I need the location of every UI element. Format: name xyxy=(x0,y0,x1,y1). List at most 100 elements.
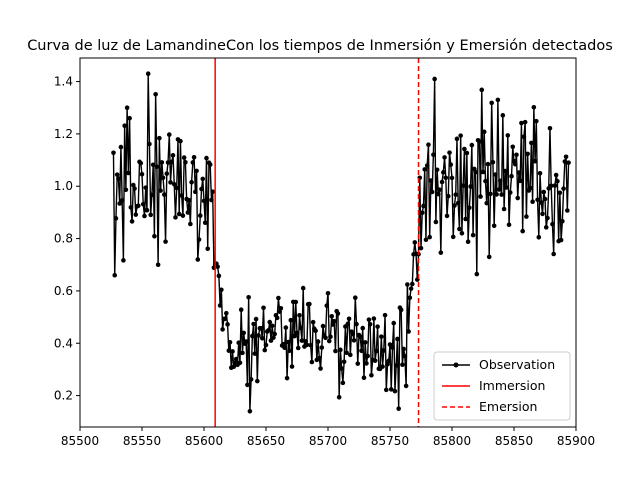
observation-point xyxy=(299,338,305,343)
observation-point xyxy=(328,334,333,340)
observation-point xyxy=(245,382,250,388)
observation-point xyxy=(338,347,343,353)
observation-point xyxy=(248,377,254,382)
observation-point xyxy=(237,360,243,366)
observation-point xyxy=(230,349,235,354)
x-tick-label: 85800 xyxy=(433,434,471,448)
observation-point xyxy=(207,162,213,167)
observation-point xyxy=(169,159,175,165)
observation-point xyxy=(219,287,224,293)
observation-point xyxy=(262,347,268,353)
observation-point xyxy=(127,115,132,121)
y-tick-label: 0.2 xyxy=(54,389,73,403)
observation-point xyxy=(281,341,286,347)
observation-series-line xyxy=(112,73,570,412)
observation-point xyxy=(426,142,431,147)
observation-point xyxy=(563,154,569,160)
observation-point xyxy=(476,139,482,144)
observation-point xyxy=(402,353,408,359)
observation-point xyxy=(176,211,182,217)
observation-point xyxy=(433,219,439,225)
observation-point xyxy=(158,188,163,193)
observation-point xyxy=(562,159,568,164)
observation-point xyxy=(181,155,187,160)
observation-point xyxy=(236,340,242,345)
legend-observation-marker xyxy=(453,362,459,368)
observation-point xyxy=(345,321,351,327)
observation-point xyxy=(144,207,150,213)
observation-point xyxy=(504,185,509,190)
observation-point xyxy=(418,245,424,251)
observation-point xyxy=(298,325,304,331)
observation-point xyxy=(488,191,493,197)
observation-point xyxy=(307,301,312,307)
observation-point xyxy=(458,133,463,138)
observation-point xyxy=(283,325,289,330)
observation-point xyxy=(557,190,563,196)
observation-point xyxy=(153,91,158,97)
observation-point xyxy=(122,123,127,128)
observation-point xyxy=(371,316,377,321)
observation-point xyxy=(442,155,447,160)
observation-point xyxy=(547,125,553,131)
observation-point xyxy=(308,342,313,348)
observation-point xyxy=(379,334,384,339)
observation-point xyxy=(474,271,480,277)
observation-point xyxy=(468,184,473,189)
observation-point xyxy=(531,104,537,110)
observation-point xyxy=(437,187,442,193)
observation-point xyxy=(204,155,209,161)
observation-point xyxy=(398,307,404,313)
observation-point xyxy=(536,235,542,240)
observation-point xyxy=(520,228,525,234)
y-tick-label: 1.0 xyxy=(54,179,73,193)
observation-point xyxy=(469,142,475,148)
observation-point xyxy=(483,178,488,184)
observation-point xyxy=(390,345,395,350)
observation-point xyxy=(135,203,141,209)
observation-point xyxy=(516,170,522,175)
observation-point xyxy=(401,346,406,352)
observation-point xyxy=(444,213,450,219)
observation-point xyxy=(152,233,157,239)
observation-point xyxy=(217,303,223,308)
observation-point xyxy=(424,163,430,168)
observation-point xyxy=(335,311,341,316)
observation-point xyxy=(116,176,121,181)
observation-point xyxy=(519,120,524,126)
observation-point xyxy=(555,178,560,184)
observation-point xyxy=(195,257,201,262)
observation-point xyxy=(300,285,306,291)
observation-point xyxy=(403,383,409,389)
observation-point xyxy=(465,239,471,244)
observation-point xyxy=(423,237,429,243)
observation-point xyxy=(289,364,295,369)
observation-point xyxy=(315,339,321,344)
observation-point xyxy=(278,305,284,311)
observation-point xyxy=(447,150,452,155)
observation-point xyxy=(428,178,434,183)
observation-point xyxy=(449,175,455,181)
observation-point xyxy=(374,348,379,354)
observation-point xyxy=(297,313,302,318)
observation-point xyxy=(324,303,330,308)
observation-point xyxy=(263,342,269,348)
observation-point xyxy=(190,160,196,165)
observation-point xyxy=(114,172,120,177)
observation-point xyxy=(452,203,457,208)
observation-point xyxy=(132,186,137,191)
observation-point xyxy=(139,172,145,177)
observation-point xyxy=(351,338,357,343)
observation-point xyxy=(138,160,144,166)
observation-point xyxy=(341,359,347,365)
observation-point xyxy=(202,220,208,226)
observation-point xyxy=(560,219,565,224)
legend-immersion-label: Immersion xyxy=(479,378,545,393)
observation-point xyxy=(294,330,300,336)
y-tick-label: 1.4 xyxy=(54,75,73,89)
observation-point xyxy=(209,197,214,203)
observation-point xyxy=(383,387,389,393)
observation-point xyxy=(537,170,543,176)
observation-point xyxy=(142,213,147,219)
